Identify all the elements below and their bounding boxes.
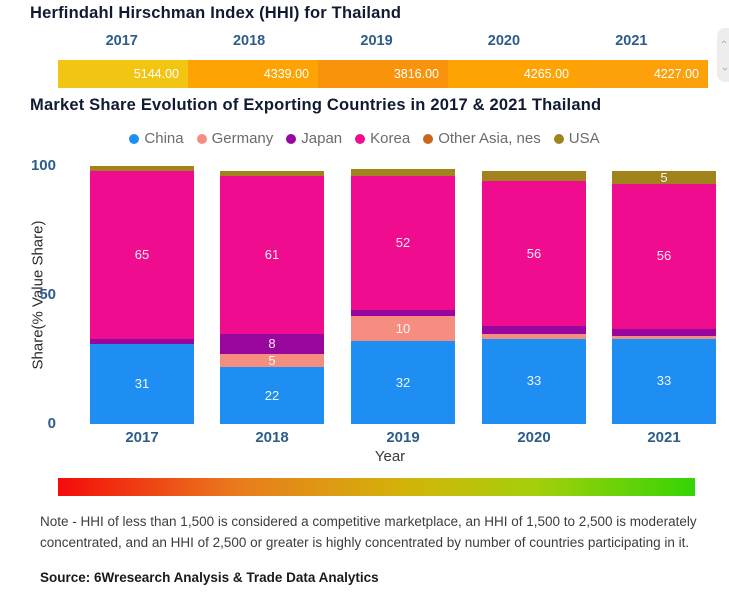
hhi-year-label-2017: 2017 (105, 33, 138, 49)
bar-segment-2017-korea[interactable]: 65 (90, 171, 194, 339)
bar-segment-2018-japan[interactable]: 8 (220, 333, 324, 355)
legend-dot-icon (129, 133, 140, 144)
hhi-value-cell-2020: 4265.00 (448, 60, 578, 88)
y-tick-0: 0 (47, 415, 56, 432)
bar-segment-2020-japan[interactable] (482, 325, 586, 334)
source-text: Source: 6Wresearch Analysis & Trade Data… (40, 570, 379, 585)
bar-segment-2021-japan[interactable] (612, 328, 716, 337)
hhi-year-label-2021: 2021 (615, 33, 648, 49)
segment-value-label: 65 (134, 247, 150, 262)
legend-item-germany[interactable]: Germany (196, 130, 274, 147)
legend-label: Japan (301, 130, 343, 147)
bar-segment-2021-usa[interactable]: 5 (612, 169, 716, 185)
hhi-value-cell-2019: 3816.00 (318, 60, 448, 88)
hhi-year-label-2018: 2018 (232, 33, 266, 49)
legend-dot-icon (196, 133, 207, 144)
legend-item-china[interactable]: China (129, 130, 184, 147)
segment-value-label: 8 (268, 336, 276, 351)
segment-value-label: 31 (134, 376, 150, 391)
bar-segment-2019-korea[interactable]: 52 (351, 176, 455, 311)
segment-value-label: 33 (656, 373, 672, 389)
bar-segment-2019-japan[interactable] (351, 310, 455, 316)
bar-segment-2020-china[interactable]: 33 (482, 338, 586, 424)
legend-dot-icon (355, 133, 366, 144)
bar-segment-2019-usa[interactable] (351, 168, 455, 177)
legend-label: Germany (211, 130, 274, 147)
market-share-chart-title: Market Share Evolution of Exporting Coun… (30, 96, 602, 114)
legend-label: USA (568, 130, 600, 147)
bar-segment-2017-usa[interactable] (90, 166, 194, 172)
hhi-year-label-2019: 2019 (360, 33, 393, 49)
x-tick-2017: 2017 (125, 429, 159, 446)
bar-segment-2019-china[interactable]: 32 (351, 341, 455, 424)
segment-value-label: 56 (656, 248, 672, 264)
segment-value-label: 5 (268, 352, 276, 368)
legend-dot-icon (286, 133, 297, 144)
hhi-chart-title: Herfindahl Hirschman Index (HHI) for Tha… (30, 4, 402, 22)
hhi-years-header: 2017 2018 2019 2020 2021 (58, 33, 695, 49)
bar-segment-2021-korea[interactable]: 56 (612, 184, 716, 329)
bar-segment-2020-korea[interactable]: 56 (482, 181, 586, 326)
bar-segment-2018-china[interactable]: 22 (220, 367, 324, 424)
hhi-gradient-scale (58, 478, 695, 496)
segment-value-label: 33 (526, 373, 542, 389)
legend-item-other-asia-nes[interactable]: Other Asia, nes (423, 130, 541, 147)
hhi-value-cell-2021: 4227.00 (578, 60, 708, 88)
chart-legend: China Germany Japan Korea Other Asia, nes USA (0, 130, 729, 147)
segment-value-label: 32 (395, 374, 411, 390)
hhi-value-cell-2018: 4339.00 (188, 60, 318, 88)
bar-segment-2021-germany[interactable] (612, 336, 716, 339)
y-tick-100: 100 (30, 157, 56, 174)
segment-value-label: 5 (660, 169, 668, 185)
hhi-value-cell-2017: 5144.00 (58, 60, 188, 88)
bar-segment-2020-usa[interactable] (482, 171, 586, 182)
hhi-value-strip: 5144.00 4339.00 3816.00 4265.00 4227.00 (58, 60, 708, 88)
x-tick-2018: 2018 (255, 429, 289, 446)
segment-value-label: 22 (264, 387, 280, 403)
side-scroll-widget[interactable]: › › (717, 28, 729, 82)
legend-label: China (144, 130, 184, 147)
legend-dot-icon (553, 133, 564, 144)
bar-segment-2021-china[interactable]: 33 (612, 338, 716, 424)
x-axis-title: Year (374, 448, 406, 465)
bar-segment-2018-usa[interactable] (220, 171, 324, 177)
bar-segment-2018-korea[interactable]: 61 (220, 176, 324, 334)
x-tick-2021: 2021 (647, 429, 681, 446)
bar-segment-2017-japan[interactable] (90, 338, 194, 345)
y-tick-50: 50 (39, 286, 56, 303)
segment-value-label: 52 (395, 235, 411, 251)
legend-label: Korea (370, 130, 411, 147)
bar-segment-2017-china[interactable]: 31 (90, 344, 194, 424)
note-text: Note - HHI of less than 1,500 is conside… (40, 514, 697, 550)
legend-item-usa[interactable]: USA (553, 130, 600, 147)
legend-dot-icon (423, 133, 434, 144)
segment-value-label: 56 (526, 245, 542, 261)
x-tick-2020: 2020 (517, 429, 551, 446)
bar-segment-2020-germany[interactable] (482, 333, 586, 339)
legend-label: Other Asia, nes (438, 130, 541, 147)
segment-value-label: 10 (395, 320, 411, 336)
x-tick-2019: 2019 (386, 429, 420, 446)
legend-item-japan[interactable]: Japan (286, 130, 342, 147)
legend-item-korea[interactable]: Korea (355, 130, 410, 147)
bar-segment-2019-germany[interactable]: 10 (351, 315, 455, 342)
segment-value-label: 61 (264, 247, 280, 262)
hhi-year-label-2020: 2020 (487, 33, 521, 49)
bar-segment-2018-germany[interactable]: 5 (220, 352, 324, 368)
